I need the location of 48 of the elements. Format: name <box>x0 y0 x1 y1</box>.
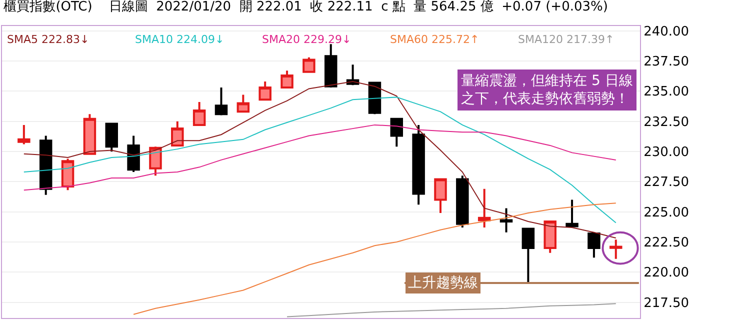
candlestick <box>280 70 294 89</box>
candlestick <box>368 82 382 116</box>
candlestick <box>390 118 404 148</box>
text: SMA10 224.09↓ <box>135 33 224 46</box>
y-tick-label: 230.00 <box>644 145 690 160</box>
candlestick <box>588 232 600 259</box>
line-series <box>286 303 616 318</box>
candlestick <box>61 158 74 192</box>
y-tick-label: 235.00 <box>644 84 690 100</box>
ref-line-label: 上升趨勢線 <box>408 275 478 291</box>
candlestick <box>610 238 622 260</box>
candlestick <box>192 101 206 126</box>
candlestick <box>258 80 272 101</box>
candlestick <box>500 207 513 234</box>
y-tick-label: 237.50 <box>644 54 690 70</box>
candlestick <box>412 124 425 206</box>
line-series <box>23 124 616 191</box>
y-tick-label: 220.00 <box>644 266 690 281</box>
candlestick <box>434 178 447 214</box>
candlestick <box>149 146 162 177</box>
candlestick <box>214 86 228 116</box>
text: SMA5 222.83↓ <box>7 33 90 46</box>
chart-title: 櫃買指數(OTC) 日線圖 2022/01/20 開 222.01 收 222.11 c 點 量 564.25 億 +0.07 (+0.03%) <box>4 0 608 15</box>
candlestick <box>302 56 316 73</box>
text: SMA60 225.72↑ <box>390 33 480 46</box>
y-tick-label: 227.50 <box>644 175 690 190</box>
candlestick <box>324 43 338 89</box>
candlestick <box>105 122 118 152</box>
y-tick-label: 232.50 <box>644 114 690 130</box>
candlestick <box>478 188 491 228</box>
candlestick <box>83 113 96 155</box>
candlestick <box>566 198 578 228</box>
y-tick-label: 240.00 <box>644 24 690 40</box>
candlestick <box>39 134 52 196</box>
annotation: 量縮震盪，但維持在 5 日線之下，代表走勢依舊弱勢！ <box>461 73 633 108</box>
candlestick <box>18 124 30 146</box>
y-tick-label: 217.50 <box>644 296 690 311</box>
candlestick <box>171 120 184 146</box>
line-series <box>133 202 616 315</box>
candlestick <box>456 174 469 228</box>
candlestick <box>544 220 556 254</box>
y-tick-label: 222.50 <box>644 236 690 251</box>
y-tick-label: 225.00 <box>644 205 690 220</box>
text: SMA120 217.39↑ <box>518 33 614 46</box>
candlestick <box>522 228 535 284</box>
candlestick <box>236 94 250 113</box>
text: SMA20 229.29↓ <box>262 33 352 46</box>
candlestick <box>127 134 140 173</box>
